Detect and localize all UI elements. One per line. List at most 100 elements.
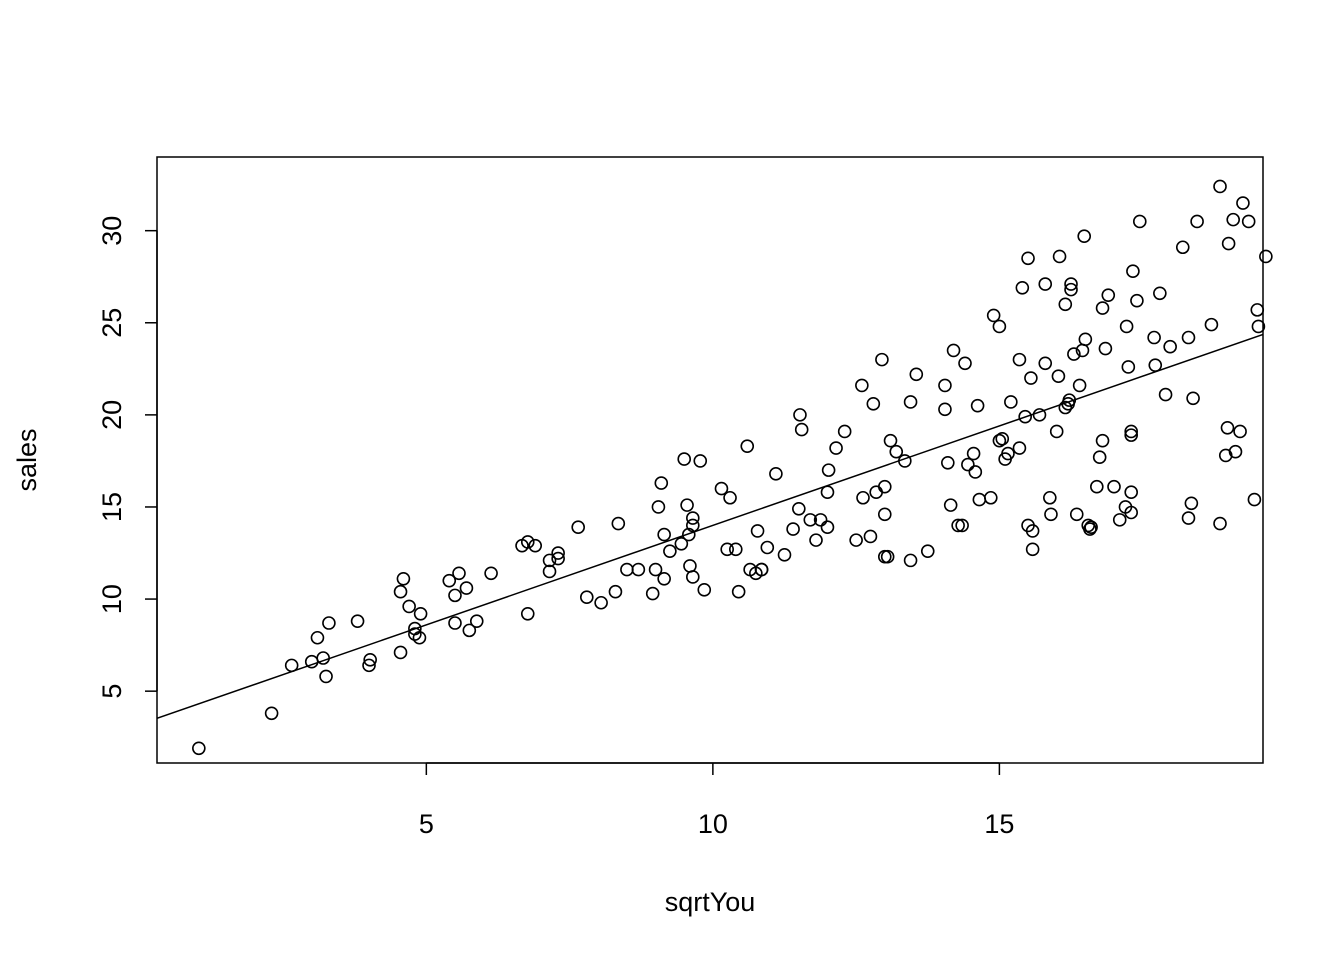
data-point — [1095, 433, 1110, 448]
data-point — [898, 454, 912, 468]
data-point — [1062, 393, 1077, 407]
data-point — [731, 584, 746, 599]
data-point — [1204, 317, 1219, 332]
data-point — [760, 540, 775, 555]
data-point — [1077, 229, 1092, 244]
data-point — [875, 352, 889, 367]
data-point — [571, 520, 585, 535]
data-point — [1247, 492, 1262, 507]
data-point — [551, 551, 565, 566]
data-point — [1043, 490, 1057, 505]
data-point — [413, 607, 428, 621]
data-point — [1233, 424, 1247, 439]
data-point — [1121, 360, 1136, 374]
data-point — [1038, 277, 1053, 291]
data-point — [1038, 356, 1053, 371]
data-point — [1124, 424, 1138, 439]
data-point — [1072, 378, 1087, 393]
y-tick-label: 10 — [97, 584, 127, 614]
data-point — [654, 476, 669, 490]
data-point — [920, 544, 935, 558]
data-point — [877, 507, 892, 522]
data-point — [1078, 332, 1093, 347]
data-point — [677, 452, 692, 466]
data-point — [728, 542, 743, 557]
data-point — [350, 614, 365, 628]
data-point — [1181, 330, 1196, 345]
data-point — [1147, 330, 1161, 345]
data-point — [1092, 450, 1107, 465]
data-point — [686, 518, 700, 533]
data-point — [903, 395, 918, 409]
data-point — [809, 533, 823, 547]
data-point — [620, 562, 634, 577]
data-point — [1098, 341, 1113, 356]
data-point — [877, 479, 892, 494]
data-point — [1064, 277, 1078, 291]
data-point — [1112, 513, 1127, 527]
data-point — [1001, 446, 1015, 461]
data-point — [448, 616, 462, 630]
data-point — [1004, 395, 1018, 409]
data-point — [631, 562, 646, 577]
data-point — [941, 455, 955, 470]
data-point — [1213, 179, 1227, 194]
data-point — [720, 542, 734, 557]
data-point — [750, 524, 765, 538]
data-point — [408, 627, 422, 641]
data-point — [820, 485, 835, 500]
data-point — [1107, 479, 1121, 494]
data-point — [983, 490, 998, 505]
data-point — [1190, 214, 1204, 229]
data-point — [792, 502, 806, 516]
data-point — [714, 481, 729, 496]
data-point — [681, 527, 696, 542]
x-tick-label: 10 — [698, 809, 728, 839]
data-point — [849, 533, 863, 547]
data-point — [938, 402, 952, 417]
data-point — [1090, 479, 1104, 494]
data-point — [992, 319, 1007, 334]
y-tick-label: 15 — [97, 492, 127, 522]
data-point — [1241, 214, 1256, 229]
data-point — [889, 444, 904, 459]
data-point — [363, 653, 377, 667]
data-point — [821, 463, 836, 477]
data-point — [412, 630, 427, 645]
data-point — [393, 584, 408, 599]
data-point — [316, 651, 330, 665]
data-point — [1236, 196, 1250, 210]
data-point — [542, 553, 557, 568]
data-point — [469, 614, 484, 628]
data-point — [693, 454, 708, 468]
data-point — [1051, 369, 1066, 383]
data-point — [863, 529, 878, 544]
data-point — [1228, 444, 1243, 459]
data-points — [192, 179, 1273, 756]
data-point — [608, 584, 623, 599]
data-point — [657, 527, 671, 542]
data-point — [955, 518, 969, 533]
data-point — [938, 378, 952, 393]
data-point — [837, 424, 852, 439]
data-point — [1044, 507, 1058, 522]
data-point — [393, 645, 408, 660]
data-point — [683, 559, 697, 573]
data-point — [322, 616, 336, 630]
data-point — [319, 669, 333, 684]
data-point — [856, 490, 870, 505]
data-point — [813, 513, 828, 527]
data-point — [786, 522, 800, 536]
data-point — [877, 549, 892, 564]
data-point — [1124, 505, 1138, 520]
data-point — [611, 516, 626, 531]
data-point — [1130, 293, 1144, 308]
data-point — [1083, 522, 1097, 536]
data-point — [520, 607, 535, 621]
data-point — [192, 741, 206, 756]
data-point — [803, 513, 818, 527]
data-point — [1025, 542, 1040, 557]
data-point — [1153, 286, 1167, 301]
data-point — [866, 397, 881, 411]
